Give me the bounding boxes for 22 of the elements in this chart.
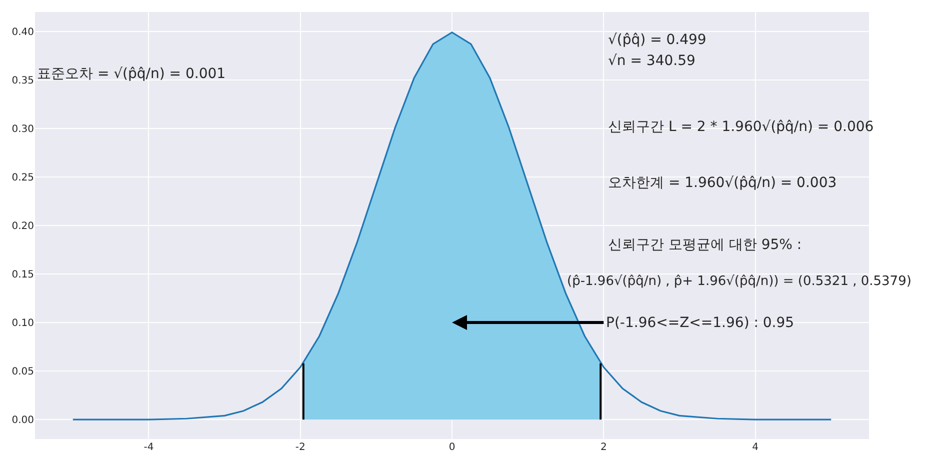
- annotation: P(-1.96<=Z<=1.96) : 0.95: [606, 315, 794, 331]
- y-tick-label: 0.20: [12, 221, 34, 232]
- annotation: 오차한계 = 1.960√(p̂q̂/n) = 0.003: [608, 175, 837, 191]
- annotation: √(p̂q̂) = 0.499: [608, 32, 706, 48]
- x-tick-label: -4: [144, 442, 154, 453]
- y-tick-label: 0.25: [12, 172, 34, 184]
- y-tick-label: 0.05: [12, 366, 34, 378]
- x-tick-label: 4: [752, 442, 758, 453]
- x-tick-label: 0: [448, 442, 456, 453]
- y-tick-label: 0.15: [12, 270, 34, 281]
- y-tick-label: 0.40: [12, 26, 34, 38]
- annotation: 신뢰구간 모평균에 대한 95% :: [608, 237, 802, 253]
- y-tick-label: 0.35: [12, 75, 34, 86]
- annotation: 표준오차 = √(p̂q̂/n) = 0.001: [37, 66, 226, 82]
- annotation: (p̂-1.96√(p̂q̂/n) , p̂+ 1.96√(p̂q̂/n)) = (0.5321 , 0.5379): [567, 274, 912, 289]
- y-tick-label: 0.10: [12, 318, 34, 330]
- annotation: 신뢰구간 L = 2 * 1.960√(p̂q̂/n) = 0.006: [608, 119, 874, 135]
- y-tick-label: 0.00: [12, 415, 34, 426]
- x-tick-label: 2: [600, 442, 607, 453]
- y-tick-label: 0.30: [12, 124, 34, 135]
- annotation: √n = 340.59: [608, 53, 696, 69]
- x-tick-label: -2: [295, 442, 306, 453]
